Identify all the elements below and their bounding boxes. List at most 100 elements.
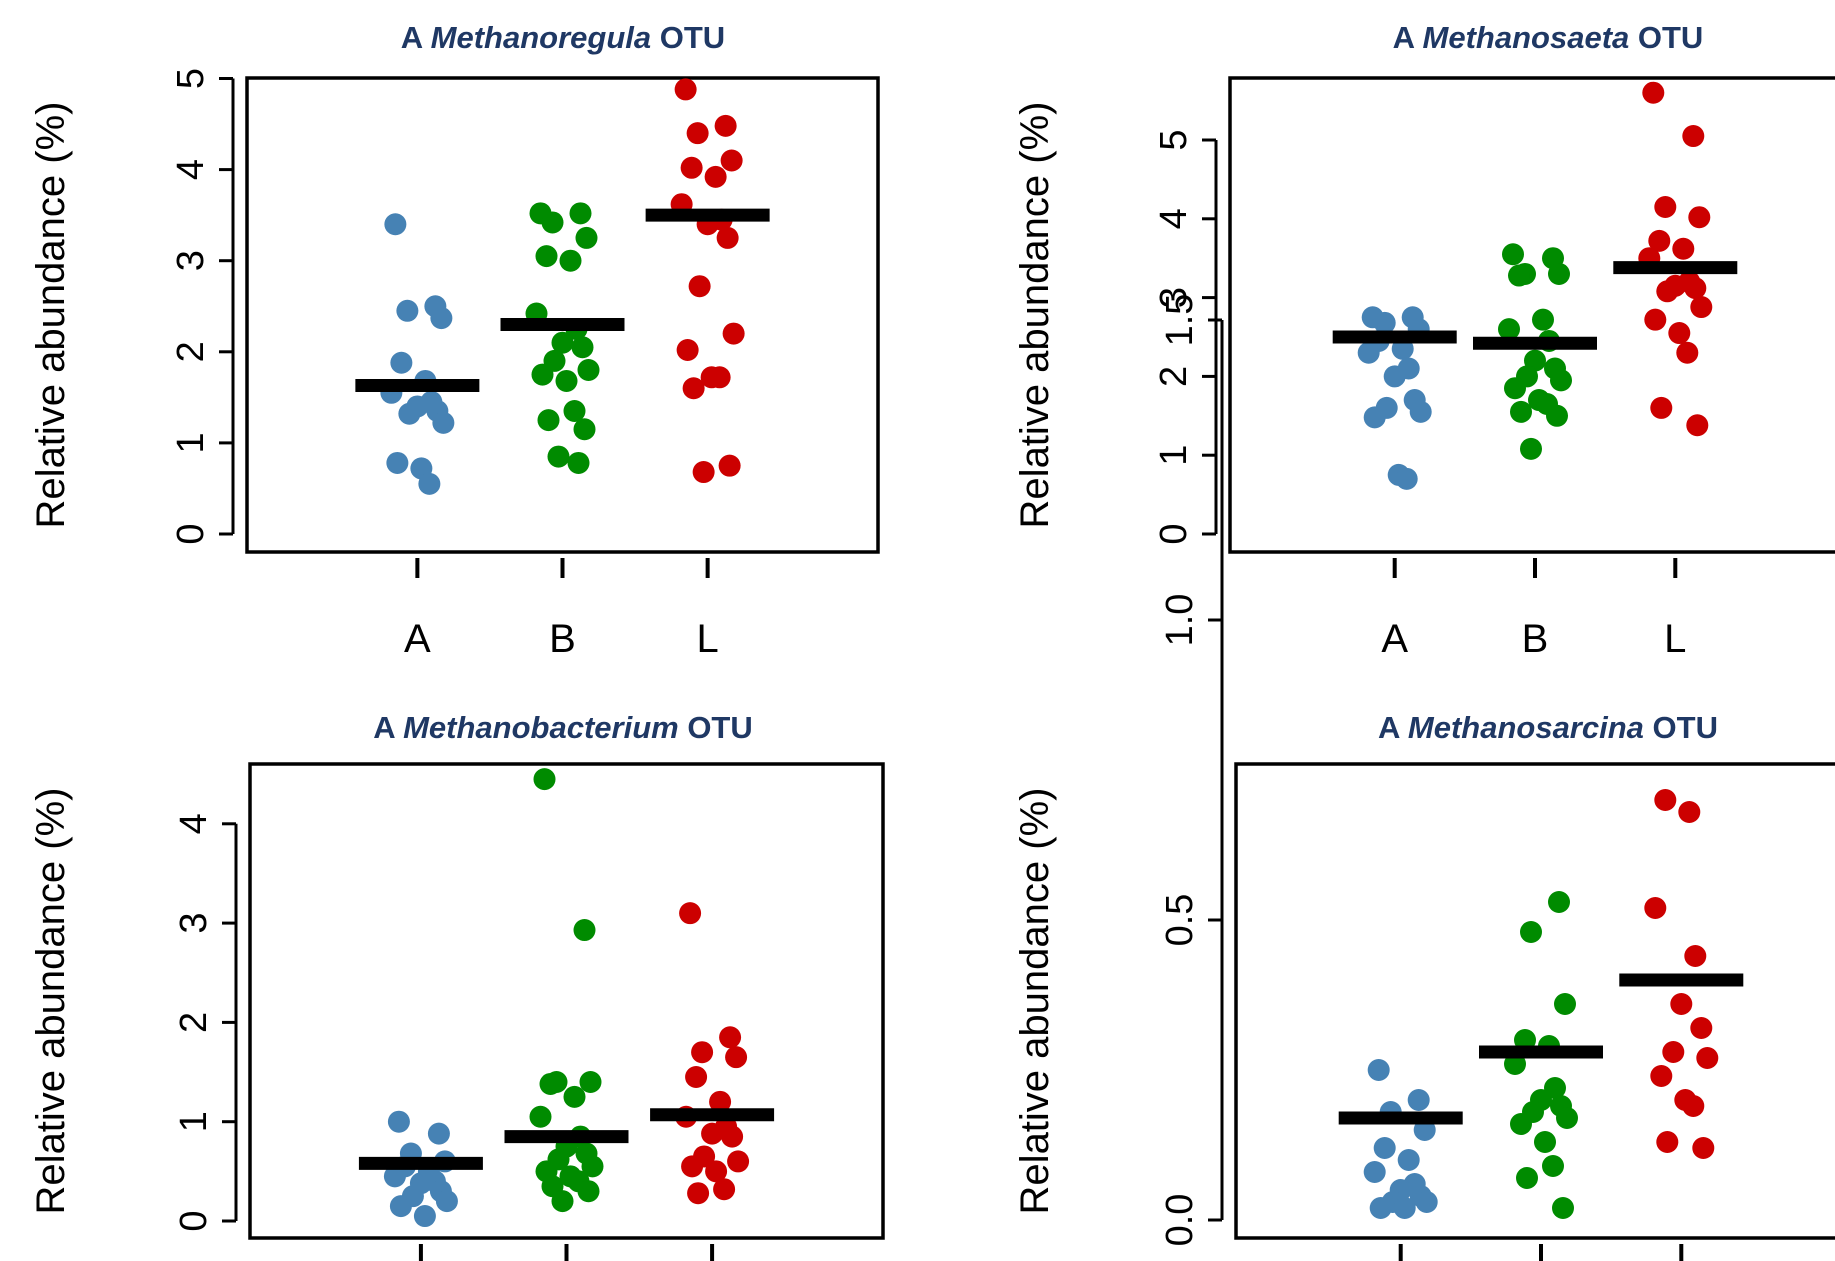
data-point-L [718, 454, 741, 477]
y-tick-label: 0.5 [1159, 894, 1201, 947]
x-tick-label-B: B [549, 617, 576, 661]
data-point-A [398, 402, 421, 425]
data-point-A [1415, 1191, 1438, 1213]
data-point-L [674, 78, 697, 101]
data-point-A [1373, 1137, 1396, 1159]
data-point-L [701, 1122, 724, 1145]
data-point-A [1395, 467, 1418, 490]
data-point-L [1644, 897, 1667, 919]
chart-title: A Methanosarcina OTU [1378, 710, 1718, 745]
title-prefix: A [373, 710, 403, 745]
y-tick-label: 4 [170, 159, 212, 180]
data-point-L [1696, 1047, 1719, 1069]
data-point-B [563, 400, 586, 423]
plot-frame [248, 762, 885, 1240]
data-point-L [709, 1090, 732, 1113]
data-point-B [551, 331, 574, 354]
title-suffix: OTU [679, 710, 753, 745]
data-point-A [390, 351, 413, 374]
data-point-L [1648, 229, 1671, 252]
title-genus: Methanosarcina [1408, 710, 1644, 745]
title-suffix: OTU [1629, 20, 1703, 55]
data-point-A [1363, 406, 1386, 429]
data-point-L [1650, 1065, 1673, 1087]
data-point-A [1363, 1161, 1386, 1183]
y-tick-label: 1 [1153, 445, 1195, 466]
data-point-A [1397, 1149, 1420, 1171]
data-point-L [714, 114, 737, 137]
data-point-A [1357, 341, 1380, 364]
y-tick-label: 4 [1153, 208, 1195, 229]
chart-title: A Methanobacterium OTU [373, 710, 753, 745]
data-point-L [1678, 801, 1701, 823]
data-point-B [575, 226, 598, 249]
data-point-L [1656, 1131, 1679, 1153]
data-point-B [581, 1155, 604, 1178]
data-point-B [1502, 243, 1524, 266]
data-point-B [563, 1085, 586, 1108]
data-point-B [1552, 1197, 1574, 1219]
data-point-L [692, 461, 715, 484]
data-point-L [705, 1160, 728, 1183]
data-point-L [1644, 308, 1667, 331]
data-point-L [720, 149, 743, 172]
data-point-L [680, 156, 703, 179]
data-point-L [691, 1041, 714, 1064]
x-tick-label-A: A [404, 617, 431, 661]
title-prefix: A [1378, 710, 1408, 745]
data-point-L [1654, 789, 1677, 811]
y-tick-label: 2 [170, 341, 212, 362]
x-tick-label-A: A [1381, 617, 1408, 661]
y-tick-label: 5 [1153, 129, 1195, 150]
data-point-L [727, 1150, 750, 1173]
chart-title: A Methanosaeta OTU [1393, 20, 1704, 55]
title-suffix: OTU [1644, 710, 1718, 745]
data-point-L [1684, 277, 1707, 300]
data-point-B [559, 249, 582, 272]
data-point-B [1508, 264, 1530, 287]
data-point-L [688, 275, 711, 298]
data-point-L [1656, 280, 1679, 303]
data-point-L [1684, 945, 1707, 967]
data-point-B [1548, 262, 1570, 285]
data-point-B [1498, 318, 1520, 341]
data-point-B [1554, 993, 1576, 1015]
data-point-L [719, 1026, 742, 1049]
data-point-L [704, 165, 727, 188]
data-point-A [430, 307, 453, 330]
y-tick-label: 3 [170, 250, 212, 271]
data-point-B [1548, 891, 1570, 913]
data-point-B [1520, 921, 1542, 943]
data-point-B [531, 363, 554, 386]
data-point-A [1367, 1059, 1390, 1081]
y-tick-label: 3 [1153, 287, 1195, 308]
data-point-B [1516, 1167, 1538, 1189]
y-axis-label: Relative abundance (%) [29, 788, 73, 1215]
data-point-L [1690, 1017, 1713, 1039]
y-tick-label: 1 [173, 1111, 215, 1132]
data-point-A [1393, 1197, 1416, 1219]
data-point-A [384, 213, 407, 236]
data-point-A [435, 1190, 458, 1213]
y-axis-label: Relative abundance (%) [29, 102, 73, 529]
data-point-A [418, 472, 441, 495]
data-point-B [579, 1070, 602, 1093]
data-point-L [686, 122, 709, 145]
x-tick-label-L: L [697, 617, 719, 661]
data-point-B [573, 919, 596, 942]
data-point-L [1682, 1095, 1705, 1117]
data-point-L [679, 902, 702, 925]
y-tick-label: 2 [1153, 366, 1195, 387]
plot-frame [245, 76, 880, 554]
y-tick-label: 0 [173, 1210, 215, 1231]
chart-panel-1: A Methanoregula OTU Relative abundance (%… [29, 20, 880, 661]
data-point-A [413, 1205, 436, 1228]
data-point-A [432, 411, 455, 434]
y-axis-label: Relative abundance (%) [1013, 102, 1057, 529]
data-point-L [1650, 396, 1673, 419]
data-point-L [682, 377, 705, 400]
data-point-B [535, 245, 558, 268]
data-point-L [1686, 414, 1709, 437]
title-genus: Methanosaeta [1423, 20, 1630, 55]
